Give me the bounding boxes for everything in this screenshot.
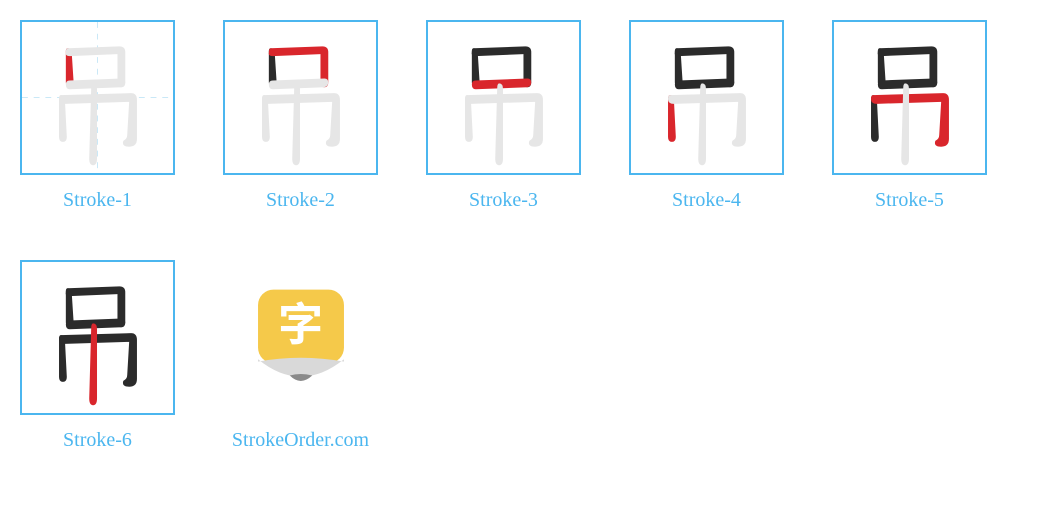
stroke-caption: Stroke-1	[63, 189, 132, 212]
stroke-mid-h-hook	[465, 93, 543, 147]
logo-character: 字	[278, 287, 323, 352]
stroke-caption: Stroke-5	[875, 189, 944, 212]
stroke-tile	[426, 20, 581, 175]
stroke-tile	[832, 20, 987, 175]
stroke-mid-h-hook	[262, 93, 340, 147]
stroke-grid: Stroke-1 Stroke-2 Stroke-3 Stroke-4 Stroke-5…	[20, 20, 1030, 452]
stroke-cell: Stroke-3	[426, 20, 581, 212]
stroke-caption: Stroke-4	[672, 189, 741, 212]
stroke-cell: Stroke-1	[20, 20, 175, 212]
stroke-caption: Stroke-3	[469, 189, 538, 212]
logo-cell: 字 StrokeOrder.com	[223, 260, 378, 452]
stroke-tile	[20, 20, 175, 175]
logo-caption: StrokeOrder.com	[232, 429, 369, 452]
stroke-cell: Stroke-6	[20, 260, 175, 452]
stroke-caption: Stroke-2	[266, 189, 335, 212]
stroke-cell: Stroke-4	[629, 20, 784, 212]
stroke-tile	[629, 20, 784, 175]
stroke-mid-h-hook	[668, 93, 746, 147]
stroke-tile	[223, 20, 378, 175]
stroke-mid-h-hook	[871, 93, 949, 147]
logo-tile: 字	[223, 260, 378, 415]
stroke-caption: Stroke-6	[63, 429, 132, 452]
stroke-tile	[20, 260, 175, 415]
pencil-wood	[258, 357, 344, 376]
stroke-mid-h-hook	[59, 333, 137, 387]
stroke-cell: Stroke-5	[832, 20, 987, 212]
pencil-lead	[289, 374, 311, 381]
stroke-cell: Stroke-2	[223, 20, 378, 212]
